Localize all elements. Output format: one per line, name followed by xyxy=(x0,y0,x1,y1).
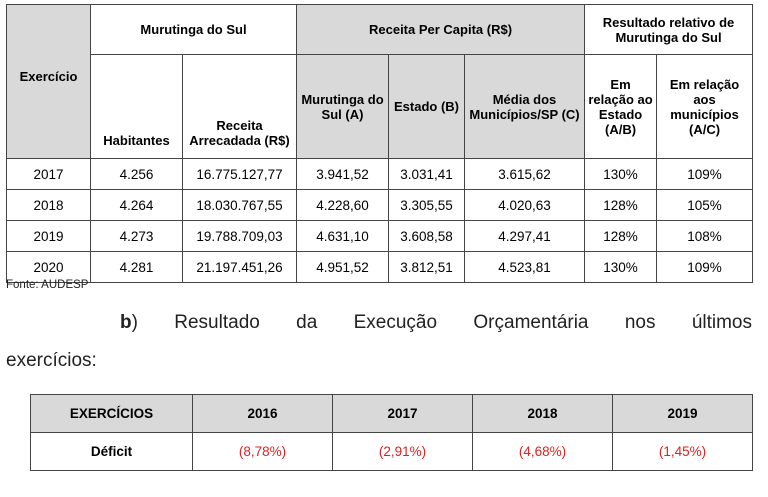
header-year: 2017 xyxy=(332,394,473,433)
table-cell: 128% xyxy=(584,189,658,221)
deficit-value: (8,78%) xyxy=(192,432,333,471)
deficit-value: (4,68%) xyxy=(472,432,613,471)
header-exercicios: EXERCÍCIOS xyxy=(30,394,193,433)
table-cell: 2020 xyxy=(6,251,91,283)
table-cell: 128% xyxy=(584,220,658,252)
table-row: 2018 4.264 18.030.767,55 4.228,60 3.305,… xyxy=(6,189,754,221)
heading-word: nos xyxy=(624,312,656,333)
header-year: 2019 xyxy=(612,394,753,433)
table-cell: 19.788.709,03 xyxy=(182,220,297,252)
deficit-value: (2,91%) xyxy=(332,432,473,471)
header-habitantes: Habitantes xyxy=(90,54,183,159)
table-cell: 109% xyxy=(656,251,754,283)
table-cell: 109% xyxy=(656,158,754,190)
table-cell: 4.281 xyxy=(90,251,183,283)
section-heading-continuation: exercícios: xyxy=(6,350,97,371)
table-cell: 4.297,41 xyxy=(463,220,586,252)
section-marker: b) xyxy=(120,312,138,333)
table-row: 2020 4.281 21.197.451,26 4.951,52 3.812,… xyxy=(6,251,754,283)
header-rel-estado: Em relação ao Estado (A/B) xyxy=(584,54,658,159)
per-capita-table-body: 2017 4.256 16.775.127,77 3.941,52 3.031,… xyxy=(6,158,754,283)
heading-word: Orçamentária xyxy=(473,312,589,333)
table-cell: 4.631,10 xyxy=(296,220,389,252)
heading-word: Resultado xyxy=(174,312,260,333)
header-murutinga-a: Murutinga do Sul (A) xyxy=(296,54,389,159)
table-cell: 105% xyxy=(656,189,754,221)
header-year: 2018 xyxy=(472,394,613,433)
header-estado-b: Estado (B) xyxy=(388,54,465,159)
table-cell: 3.031,41 xyxy=(388,158,465,190)
table-cell: 4.273 xyxy=(90,220,183,252)
header-resultado-group: Resultado relativo de Murutinga do Sul xyxy=(584,4,754,55)
header-municipio-group: Murutinga do Sul xyxy=(90,4,297,55)
table-cell: 2017 xyxy=(6,158,91,190)
heading-word: da xyxy=(296,312,318,333)
table-cell: 4.523,81 xyxy=(463,251,586,283)
header-rel-municipios: Em relação aos municípios (A/C) xyxy=(656,54,754,159)
header-receita-arrecadada: Receita Arrecadada (R$) xyxy=(182,54,297,159)
table-cell: 4.951,52 xyxy=(296,251,389,283)
table-cell: 3.608,58 xyxy=(388,220,465,252)
table-cell: 16.775.127,77 xyxy=(182,158,297,190)
table-cell: 108% xyxy=(656,220,754,252)
heading-word: Execução xyxy=(353,312,438,333)
table-cell: 130% xyxy=(584,158,658,190)
header-media-c: Média dos Municípios/SP (C) xyxy=(463,54,586,159)
header-year: 2016 xyxy=(192,394,333,433)
budget-execution-table: EXERCÍCIOS 2016 2017 2018 2019 Déficit (… xyxy=(30,394,753,471)
table-row: 2017 4.256 16.775.127,77 3.941,52 3.031,… xyxy=(6,158,754,190)
table-cell: 2018 xyxy=(6,189,91,221)
row-label-deficit: Déficit xyxy=(30,432,193,471)
table-row: Déficit (8,78%) (2,91%) (4,68%) (1,45%) xyxy=(30,432,753,471)
table-source-note: Fonte: AUDESP xyxy=(6,279,89,291)
header-exercicio: Exercício xyxy=(6,4,91,159)
deficit-value: (1,45%) xyxy=(612,432,753,471)
per-capita-revenue-table: Exercício Murutinga do Sul Receita Per C… xyxy=(6,4,754,283)
header-receita-group: Receita Per Capita (R$) xyxy=(295,4,586,55)
table-cell: 130% xyxy=(584,251,658,283)
table-cell: 3.305,55 xyxy=(388,189,465,221)
table-header-row: EXERCÍCIOS 2016 2017 2018 2019 xyxy=(30,394,753,433)
table-cell: 4.264 xyxy=(90,189,183,221)
table-cell: 4.228,60 xyxy=(296,189,389,221)
table-cell: 21.197.451,26 xyxy=(182,251,297,283)
table-cell: 4.020,63 xyxy=(463,189,586,221)
table-cell: 3.812,51 xyxy=(388,251,465,283)
table-cell: 3.615,62 xyxy=(463,158,586,190)
heading-word: últimos xyxy=(691,312,752,333)
table-row: 2019 4.273 19.788.709,03 4.631,10 3.608,… xyxy=(6,220,754,252)
table-cell: 2019 xyxy=(6,220,91,252)
table-cell: 4.256 xyxy=(90,158,183,190)
table-cell: 3.941,52 xyxy=(296,158,389,190)
table-cell: 18.030.767,55 xyxy=(182,189,297,221)
section-heading-line: b) Resultado da Execução Orçamentária no… xyxy=(120,312,752,334)
